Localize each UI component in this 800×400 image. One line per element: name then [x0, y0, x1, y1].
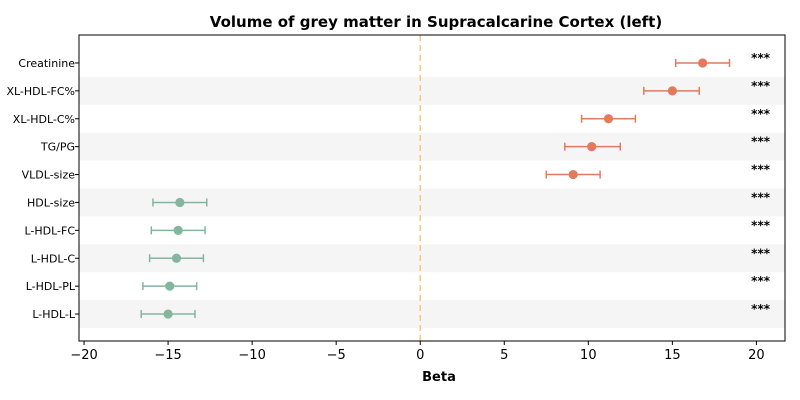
beta-point	[603, 114, 614, 124]
x-tick-label: 10	[580, 348, 597, 363]
x-tick-label: 20	[748, 348, 765, 363]
y-tick-label: XL-HDL-C%	[13, 113, 75, 126]
significance-label: ***	[751, 79, 771, 93]
x-axis-label: Beta	[422, 370, 456, 385]
beta-point	[698, 58, 708, 68]
data-rows: Creatinine ***XL-HDL-FC% ***XL-HDL-C% ***TG…	[6, 51, 770, 321]
row-hdl-size: HDL-size ***	[27, 190, 771, 209]
x-tick-label: −15	[154, 348, 181, 363]
row-tg-pg: TG/PG ***	[40, 135, 771, 154]
y-tick-label: L-HDL-PL	[26, 280, 76, 293]
row-xl-hdl-fc-: XL-HDL-FC% ***	[6, 79, 770, 98]
x-tick-label: −5	[327, 348, 346, 363]
significance-label: ***	[751, 274, 771, 288]
y-tick-label: Creatinine	[18, 57, 75, 70]
y-tick-label: TG/PG	[40, 141, 75, 154]
beta-point	[171, 253, 182, 263]
y-tick-label: XL-HDL-FC%	[6, 85, 75, 98]
x-tick-label: −20	[70, 348, 97, 363]
beta-point	[163, 309, 173, 319]
beta-point	[667, 86, 677, 96]
x-tick-label: 15	[664, 348, 681, 363]
y-tick-label: L-HDL-FC	[24, 224, 75, 237]
row-stripe	[79, 300, 785, 328]
x-tick-label: 5	[500, 348, 508, 363]
row-vldl-size: VLDL-size ***	[22, 163, 771, 182]
y-tick-label: HDL-size	[27, 196, 75, 209]
beta-point	[175, 197, 185, 208]
row-l-hdl-l: L-HDL-L ***	[32, 302, 770, 321]
y-tick-label: L-HDL-L	[32, 308, 76, 321]
y-tick-label: L-HDL-C	[31, 252, 76, 265]
row-xl-hdl-c-: XL-HDL-C% ***	[13, 107, 771, 126]
significance-label: ***	[751, 51, 771, 65]
plot-frame	[78, 34, 786, 342]
row-stripes	[79, 76, 785, 328]
significance-label: ***	[751, 135, 771, 149]
beta-point	[165, 281, 175, 291]
significance-label: ***	[751, 190, 771, 204]
x-tick-label: −10	[238, 348, 265, 363]
row-stripe	[79, 132, 785, 161]
beta-point	[568, 169, 578, 180]
significance-label: ***	[751, 246, 771, 260]
beta-point	[587, 142, 597, 152]
significance-label: ***	[751, 107, 771, 121]
row-l-hdl-fc: L-HDL-FC ***	[24, 218, 770, 237]
beta-point	[173, 225, 183, 235]
x-axis: −20 −15 −10 −5 0 5 10 15 20	[70, 341, 765, 363]
row-creatinine: Creatinine ***	[18, 51, 770, 70]
x-tick-label: 0	[416, 348, 424, 363]
significance-label: ***	[751, 302, 771, 316]
row-l-hdl-pl: L-HDL-PL ***	[26, 274, 771, 293]
y-tick-label: VLDL-size	[22, 169, 76, 182]
row-l-hdl-c: L-HDL-C ***	[31, 246, 771, 265]
significance-label: ***	[751, 163, 771, 177]
chart-title: Volume of grey matter in Supracalcarine …	[210, 13, 662, 31]
significance-label: ***	[751, 218, 771, 232]
